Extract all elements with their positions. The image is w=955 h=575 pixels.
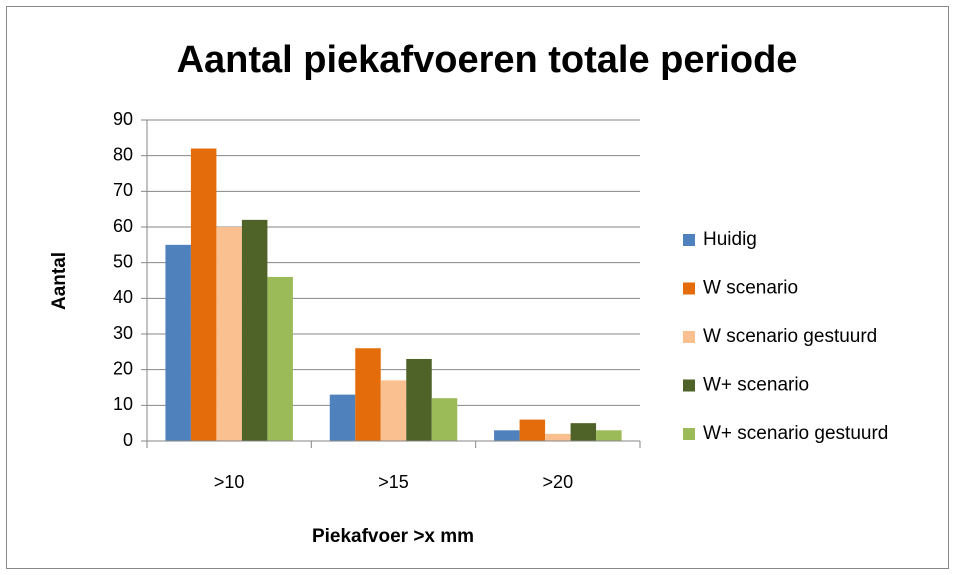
x-tick-label: >20 xyxy=(543,472,574,492)
bar xyxy=(570,423,597,441)
y-tick-label: 90 xyxy=(113,109,133,129)
chart-border xyxy=(6,6,949,569)
bar xyxy=(355,348,381,441)
y-tick-label: 10 xyxy=(113,394,133,414)
legend-swatch xyxy=(683,331,695,343)
bar xyxy=(406,358,432,441)
legend-swatch xyxy=(683,428,695,440)
bar xyxy=(494,430,520,441)
legend-label: Huidig xyxy=(703,229,757,250)
legend-swatch xyxy=(683,282,695,295)
bar xyxy=(380,380,407,441)
bar xyxy=(431,398,458,441)
y-tick-label: 40 xyxy=(113,287,133,307)
y-tick-label: 30 xyxy=(113,323,133,343)
y-tick-label: 80 xyxy=(113,144,133,164)
bar xyxy=(545,433,571,441)
y-tick-label: 0 xyxy=(123,430,133,450)
bar xyxy=(165,244,191,441)
y-tick-label: 50 xyxy=(113,251,133,271)
y-tick-label: 60 xyxy=(113,216,133,236)
chart-title: Aantal piekafvoeren totale periode xyxy=(177,39,798,81)
x-axis-title: Piekafvoer >x mm xyxy=(312,526,474,547)
legend-swatch xyxy=(683,379,695,392)
legend-label: W scenario xyxy=(703,278,798,299)
y-tick-label: 20 xyxy=(113,358,133,378)
bar xyxy=(190,148,217,442)
bar xyxy=(519,419,546,441)
bar xyxy=(329,394,356,441)
bar xyxy=(241,219,268,441)
bar xyxy=(596,430,622,441)
legend-swatch xyxy=(683,234,695,246)
bar xyxy=(216,227,242,441)
legend-label: W+ scenario gestuurd xyxy=(703,423,888,444)
y-tick-label: 70 xyxy=(113,180,133,200)
x-tick-label: >10 xyxy=(214,472,245,492)
bar xyxy=(267,276,293,441)
y-axis-title: Aantal xyxy=(49,252,70,310)
x-tick-label: >15 xyxy=(378,472,409,492)
legend-label: W+ scenario xyxy=(703,375,809,396)
legend-label: W scenario gestuurd xyxy=(703,326,877,347)
